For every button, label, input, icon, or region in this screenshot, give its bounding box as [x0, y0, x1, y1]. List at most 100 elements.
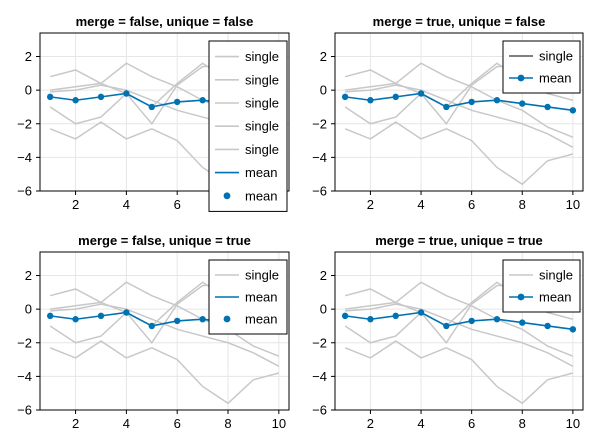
panel-top-right: merge = true, unique = false 2 4 6 8 10 2 0 −2 −4…: [312, 14, 584, 212]
y-tick-label: −4: [312, 369, 327, 384]
legend-label: mean: [245, 165, 278, 180]
mean-point: [519, 319, 526, 326]
legend-label: mean: [539, 71, 572, 86]
mean-point: [493, 316, 501, 323]
y-tick-label: −6: [312, 403, 327, 418]
y-tick-label: −2: [312, 335, 327, 350]
x-tick-label: 6: [174, 416, 181, 431]
single-series-line: [344, 340, 574, 405]
legend-marker-swatch: [223, 192, 231, 200]
mean-point: [341, 312, 349, 320]
mean-point: [468, 317, 475, 325]
legend-label: mean: [245, 312, 278, 327]
axes-frame: [334, 32, 584, 192]
x-tick-label: 6: [468, 197, 475, 212]
mean-point: [174, 317, 181, 325]
y-tick-label: −4: [17, 150, 32, 165]
single-series-line: [345, 281, 574, 357]
mean-point: [544, 103, 551, 111]
legend-label: single: [245, 142, 279, 157]
mean-point: [97, 312, 105, 320]
panel-bottom-right: merge = true, unique = true 2 4 6 8 10 2 0 −2 −4 −…: [312, 233, 584, 431]
x-tick-label: 4: [123, 416, 130, 431]
mean-point: [341, 93, 349, 101]
single-series-line: [49, 340, 280, 405]
mean-point: [72, 316, 79, 323]
mean-point: [392, 312, 399, 320]
y-tick-label: 0: [320, 302, 327, 317]
chart-title: merge = false, unique = true: [78, 233, 251, 248]
single-series-line: [345, 62, 574, 138]
y-tick-label: 0: [25, 83, 32, 98]
mean-point: [493, 97, 501, 104]
y-tick-label: −6: [312, 184, 327, 199]
mean-point: [174, 98, 181, 106]
single-series-line: [50, 281, 280, 357]
x-tick-label: 10: [566, 197, 580, 212]
mean-point: [544, 322, 551, 330]
x-tick-label: 8: [519, 416, 526, 431]
legend-label: single: [245, 49, 279, 64]
legend-label: mean: [245, 188, 278, 203]
legend-marker-swatch: [517, 293, 525, 301]
legend-marker-swatch: [517, 74, 525, 82]
mean-point: [199, 316, 206, 323]
mean-point: [148, 322, 155, 330]
legend-label: single: [245, 119, 279, 134]
legend-box: [502, 259, 581, 313]
legend-label: mean: [245, 290, 278, 305]
mean-point: [199, 97, 206, 104]
single-series-line: [344, 121, 574, 186]
mean-line: [345, 311, 573, 331]
mean-point: [72, 97, 79, 104]
mean-point: [417, 90, 425, 97]
panel-bottom-left: merge = false, unique = true 2 4 6 8 10 2 0 −2 −4…: [17, 233, 290, 431]
mean-point: [46, 93, 54, 101]
mean-point: [123, 90, 130, 97]
y-tick-label: 0: [25, 302, 32, 317]
mean-point: [148, 103, 155, 111]
mean-point: [123, 309, 130, 316]
y-tick-label: 0: [320, 83, 327, 98]
y-tick-label: −2: [17, 335, 32, 350]
mean-point: [367, 316, 374, 323]
x-tick-label: 10: [566, 416, 580, 431]
legend-label: single: [245, 72, 279, 87]
mean-point: [569, 326, 577, 333]
y-tick-label: −4: [312, 150, 327, 165]
legend-marker-swatch: [223, 315, 231, 323]
mean-point: [468, 98, 475, 106]
x-tick-label: 10: [272, 416, 286, 431]
mean-point: [443, 103, 450, 111]
mean-point: [569, 107, 577, 114]
x-tick-label: 2: [367, 197, 374, 212]
mean-point: [46, 312, 54, 320]
legend-label: single: [539, 268, 573, 283]
y-tick-label: 2: [25, 268, 32, 283]
legend-label: mean: [539, 290, 572, 305]
x-tick-label: 8: [224, 416, 231, 431]
y-tick-label: −2: [312, 116, 327, 131]
mean-line: [345, 92, 573, 112]
x-tick-label: 6: [174, 197, 181, 212]
y-tick-label: 2: [320, 268, 327, 283]
x-tick-label: 2: [72, 197, 79, 212]
y-tick-label: −4: [17, 369, 32, 384]
mean-point: [97, 93, 105, 101]
x-tick-label: 6: [468, 416, 475, 431]
x-tick-label: 2: [72, 416, 79, 431]
x-tick-label: 8: [519, 197, 526, 212]
mean-point: [392, 93, 399, 101]
mean-point: [367, 97, 374, 104]
y-tick-label: −2: [17, 116, 32, 131]
chart-title: merge = true, unique = true: [375, 233, 543, 248]
mean-point: [519, 100, 526, 107]
panel-top-left: merge = false, unique = false24681020−2−…: [17, 14, 290, 212]
axes-frame: [39, 251, 290, 411]
y-tick-label: 2: [25, 49, 32, 64]
axes-frame: [39, 32, 290, 192]
y-tick-label: −6: [17, 403, 32, 418]
legend-label: single: [245, 268, 279, 283]
y-tick-label: 2: [320, 49, 327, 64]
